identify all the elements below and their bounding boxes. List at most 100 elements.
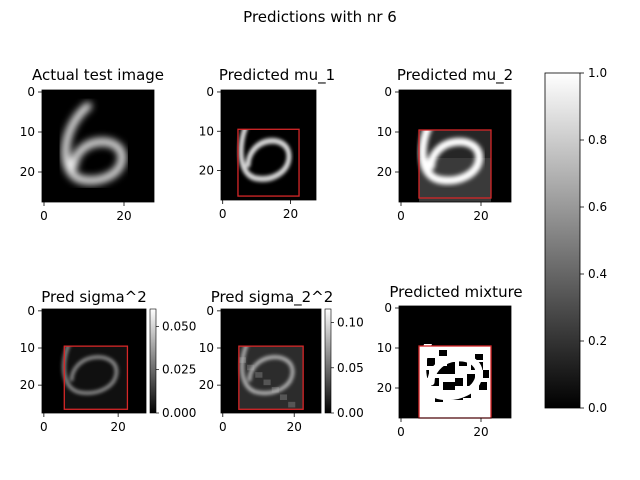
mixture-pixel (467, 374, 475, 386)
mixture-pixel (443, 382, 455, 390)
mixture-pixel (455, 378, 463, 386)
y-tick-label: 0 (384, 85, 392, 99)
x-tick-label: 20 (473, 209, 488, 223)
x-tick-label: 0 (219, 420, 227, 434)
masked-region (399, 90, 511, 130)
noise-pixel (288, 401, 296, 408)
axes-frame (41, 308, 147, 414)
crop-box (238, 345, 304, 410)
y-tick-label: 0 (206, 304, 214, 318)
panel-title: Predicted mu_2 (397, 66, 513, 85)
mixture-pixel (427, 358, 435, 366)
colorbar-gradient (544, 72, 581, 409)
y-tick-label: 0 (206, 85, 214, 99)
colorbar-tick-label: 1.0 (588, 66, 607, 80)
panel-4: Pred sigma^2 0 10 20 0 20 0.000 0.025 0.050 (20, 288, 197, 434)
masked-region (221, 90, 316, 130)
y-tick-label: 20 (20, 165, 35, 179)
axes-frame (398, 305, 512, 419)
image-content (221, 309, 321, 410)
colorbar-tick-label: 0.6 (588, 200, 607, 214)
noise-pixel (247, 364, 255, 371)
y-tick-label: 20 (377, 165, 392, 179)
colorbar-gradient (149, 308, 157, 414)
x-tick-label: 0 (40, 420, 48, 434)
x-tick-label: 20 (111, 420, 126, 434)
panel-colorbar: 0.000 0.025 0.050 (149, 308, 196, 420)
x-tick-label: 0 (397, 425, 405, 439)
crop-box (63, 345, 129, 410)
x-tick-label: 20 (473, 425, 488, 439)
mixture-pixel (483, 370, 489, 378)
y-tick-label: 0 (27, 85, 35, 99)
panel-title: Predicted mixture (389, 283, 522, 301)
mixture-pixel (435, 366, 447, 374)
y-tick-label: 10 (377, 125, 392, 139)
panel-2: Predicted mu_1 0 10 20 0 20 (199, 66, 335, 221)
panel-3: Predicted mu_2 0 10 20 0 20 (377, 66, 513, 223)
colorbar-tick-label: 0.000 (162, 406, 196, 420)
y-tick-label: 10 (199, 124, 214, 138)
y-tick-label: 20 (20, 378, 35, 392)
crop-box (418, 129, 492, 199)
colorbar-tick-label: 0.0 (588, 401, 607, 415)
digit-stroke (61, 102, 126, 185)
panel-title: Predicted mu_1 (219, 66, 335, 85)
digit-stroke (418, 102, 484, 185)
colorbar-tick-label: 0.025 (162, 363, 196, 377)
axes-frame (41, 89, 155, 203)
digit-stroke (62, 322, 118, 395)
panel-colorbar: 0.00 0.05 0.10 (324, 308, 364, 420)
x-tick-label: 0 (397, 209, 405, 223)
digit-stroke (238, 102, 292, 182)
image-background (42, 90, 154, 202)
y-tick-label: 10 (377, 341, 392, 355)
digit-stroke (240, 321, 295, 395)
figure-title: Predictions with nr 6 (243, 8, 397, 26)
colorbar-tick-label: 0.05 (337, 361, 364, 375)
mixture-pixel (479, 382, 487, 390)
panel-title: Actual test image (32, 66, 164, 84)
noise-pixel (255, 372, 263, 378)
colorbar-tick-label: 0.10 (337, 316, 364, 330)
x-tick-label: 20 (283, 207, 298, 221)
image-content (42, 309, 146, 410)
axes-frame (220, 308, 322, 414)
crop-box (237, 128, 300, 197)
panel-title: Pred sigma_2^2 (211, 288, 334, 307)
colorbar-gradient (324, 308, 332, 414)
image-content (399, 306, 511, 418)
y-tick-label: 10 (20, 341, 35, 355)
mixture-pixel (459, 358, 467, 366)
digit-stroke (419, 318, 483, 401)
masked-region (42, 309, 146, 347)
y-tick-label: 10 (20, 125, 35, 139)
mixture-pixel (431, 378, 439, 386)
colorbar-tick-label: 0.00 (337, 406, 364, 420)
x-tick-label: 20 (116, 209, 131, 223)
colorbar-tick-label: 0.2 (588, 334, 607, 348)
y-tick-label: 20 (199, 164, 214, 178)
y-tick-label: 20 (199, 378, 214, 392)
y-tick-label: 0 (384, 301, 392, 315)
x-tick-label: 0 (219, 207, 227, 221)
colorbar-tick-label: 0.050 (162, 319, 196, 333)
mixture-pixel (475, 354, 483, 360)
image-content (221, 90, 316, 182)
y-tick-label: 0 (27, 304, 35, 318)
y-tick-label: 10 (199, 341, 214, 355)
colorbar-tick-label: 0.8 (588, 133, 607, 147)
mixture-pixel (439, 350, 447, 356)
colorbar-tick-label: 0.4 (588, 267, 607, 281)
mixture-pixel (447, 362, 455, 374)
main-colorbar: 0.0 0.2 0.4 0.6 0.8 1.0 (544, 66, 607, 415)
x-tick-label: 20 (287, 420, 302, 434)
axes-frame (398, 89, 512, 203)
axes-frame (220, 89, 317, 201)
masked-region (221, 309, 321, 347)
